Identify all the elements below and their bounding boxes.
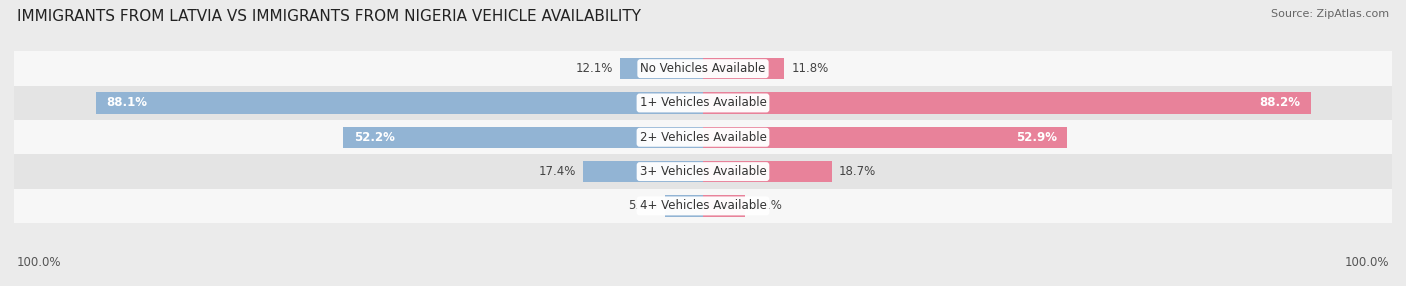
Text: No Vehicles Available: No Vehicles Available <box>640 62 766 75</box>
Text: Source: ZipAtlas.com: Source: ZipAtlas.com <box>1271 9 1389 19</box>
Bar <box>14 86 1392 120</box>
Bar <box>703 161 832 182</box>
Bar <box>96 92 703 114</box>
Text: 52.9%: 52.9% <box>1017 131 1057 144</box>
Text: IMMIGRANTS FROM LATVIA VS IMMIGRANTS FROM NIGERIA VEHICLE AVAILABILITY: IMMIGRANTS FROM LATVIA VS IMMIGRANTS FRO… <box>17 9 641 23</box>
Text: 88.1%: 88.1% <box>107 96 148 110</box>
Text: 100.0%: 100.0% <box>1344 256 1389 269</box>
Bar <box>703 195 745 217</box>
Bar <box>343 127 703 148</box>
Bar <box>703 127 1067 148</box>
Text: 52.2%: 52.2% <box>354 131 395 144</box>
Bar <box>14 154 1392 189</box>
Text: 17.4%: 17.4% <box>538 165 576 178</box>
Text: 1+ Vehicles Available: 1+ Vehicles Available <box>640 96 766 110</box>
Text: 2+ Vehicles Available: 2+ Vehicles Available <box>640 131 766 144</box>
Bar <box>14 51 1392 86</box>
Bar <box>14 189 1392 223</box>
Bar <box>703 92 1310 114</box>
Text: 5.5%: 5.5% <box>628 199 658 212</box>
Text: 11.8%: 11.8% <box>792 62 828 75</box>
Legend: Immigrants from Latvia, Immigrants from Nigeria: Immigrants from Latvia, Immigrants from … <box>527 284 879 286</box>
Text: 3+ Vehicles Available: 3+ Vehicles Available <box>640 165 766 178</box>
Text: 88.2%: 88.2% <box>1260 96 1301 110</box>
Text: 12.1%: 12.1% <box>575 62 613 75</box>
Bar <box>703 58 785 79</box>
Text: 18.7%: 18.7% <box>839 165 876 178</box>
Text: 4+ Vehicles Available: 4+ Vehicles Available <box>640 199 766 212</box>
Bar <box>14 120 1392 154</box>
Bar <box>620 58 703 79</box>
Text: 6.1%: 6.1% <box>752 199 782 212</box>
Text: 100.0%: 100.0% <box>17 256 62 269</box>
Bar <box>583 161 703 182</box>
Bar <box>665 195 703 217</box>
